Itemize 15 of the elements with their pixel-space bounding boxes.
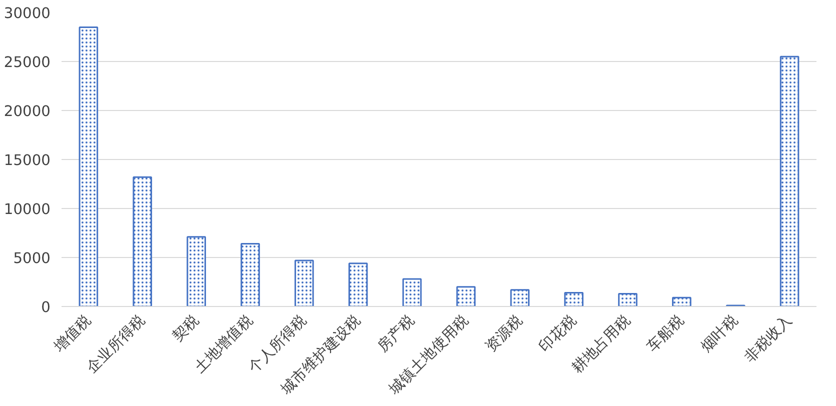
x-tick-label: 烟叶税 (698, 311, 742, 356)
y-tick-label: 10000 (4, 201, 50, 218)
y-tick-label: 20000 (4, 103, 50, 120)
y-tick-label: 15000 (4, 152, 50, 169)
y-tick-label: 30000 (4, 5, 50, 22)
x-tick-label: 非税收入 (741, 311, 796, 366)
y-tick-label: 25000 (4, 54, 50, 71)
x-tick-label: 资源税 (482, 311, 526, 356)
y-tick-label: 0 (41, 299, 51, 316)
x-tick-label: 车船税 (644, 311, 688, 356)
x-tick-label: 印花税 (536, 311, 580, 356)
x-tick-label: 增值税 (50, 311, 94, 356)
x-tick-label: 房产税 (374, 311, 418, 356)
x-tick-label: 契税 (169, 311, 202, 345)
y-tick-label: 5000 (13, 250, 51, 267)
